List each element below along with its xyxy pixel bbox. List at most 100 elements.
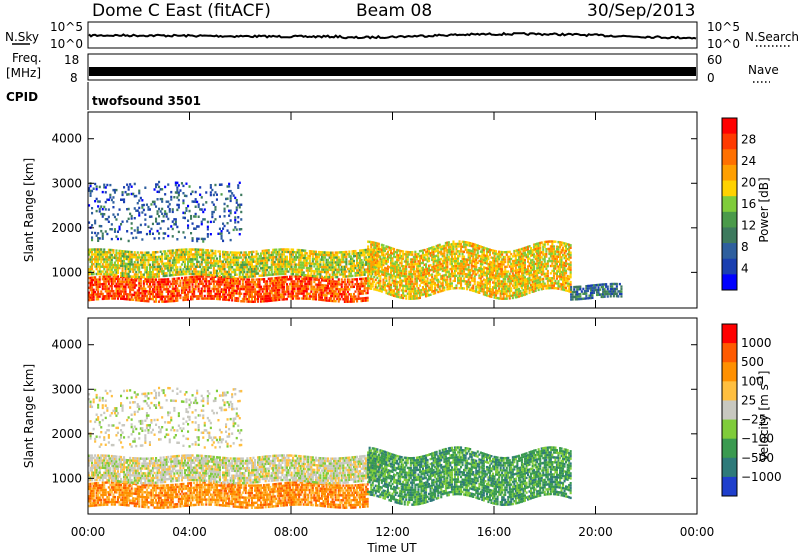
data-cell — [164, 257, 167, 260]
data-cell — [243, 297, 246, 301]
data-cell — [150, 256, 153, 259]
data-cell — [226, 293, 229, 297]
data-cell — [370, 277, 373, 281]
data-cell — [281, 286, 284, 289]
data-cell — [470, 267, 473, 270]
data-cell — [104, 253, 107, 256]
data-cell — [385, 272, 388, 275]
data-cell — [488, 248, 491, 252]
data-cell — [516, 259, 519, 262]
data-cell — [278, 272, 281, 276]
data-cell — [232, 279, 235, 283]
data-cell — [281, 248, 284, 251]
data-cell — [498, 287, 501, 290]
data-cell — [441, 282, 444, 285]
data-cell — [476, 283, 479, 286]
data-cell — [382, 268, 385, 272]
data-cell — [394, 282, 397, 286]
data-cell — [403, 267, 406, 271]
data-cell — [343, 295, 346, 298]
data-cell — [145, 251, 148, 254]
data-cell — [351, 269, 354, 273]
data-cell — [440, 253, 443, 256]
data-cell — [107, 248, 110, 252]
data-cell — [342, 258, 345, 261]
data-cell — [511, 267, 514, 270]
data-cell — [272, 284, 275, 287]
data-cell — [311, 250, 314, 253]
data-cell — [405, 250, 408, 254]
data-cell — [531, 251, 534, 254]
data-cell — [112, 292, 115, 295]
data-cell — [484, 279, 487, 282]
data-cell — [235, 277, 238, 280]
data-cell — [434, 260, 437, 263]
data-cell — [425, 263, 428, 266]
data-cell — [88, 273, 91, 276]
data-cell — [510, 287, 513, 290]
data-cell — [225, 281, 228, 284]
data-cell — [543, 272, 546, 276]
data-cell — [126, 283, 129, 286]
data-cell — [171, 282, 174, 286]
data-cell — [446, 285, 449, 288]
data-cell — [228, 265, 231, 269]
data-cell — [92, 298, 95, 301]
data-cell — [495, 294, 498, 297]
data-cell — [238, 268, 241, 271]
data-cell — [121, 295, 124, 298]
data-cell — [542, 246, 545, 249]
data-cell — [255, 267, 258, 270]
data-cell — [228, 263, 231, 266]
data-cell — [418, 274, 421, 277]
data-cell — [502, 273, 505, 276]
data-cell — [301, 254, 304, 257]
data-cell — [495, 257, 498, 260]
data-cell — [310, 262, 313, 265]
data-cell — [485, 252, 488, 255]
data-cell — [479, 284, 482, 288]
data-cell — [403, 294, 406, 297]
data-cell — [276, 279, 279, 282]
data-cell — [417, 255, 420, 258]
data-cell — [435, 249, 438, 253]
data-cell — [472, 260, 475, 263]
data-cell — [351, 297, 354, 301]
data-cell — [98, 292, 101, 296]
data-cell — [527, 267, 530, 271]
data-cell — [399, 276, 402, 279]
data-cell — [393, 284, 396, 288]
data-cell — [249, 300, 252, 303]
data-cell — [330, 263, 333, 267]
data-cell — [91, 268, 94, 271]
data-cell — [132, 253, 135, 256]
data-cell — [199, 270, 202, 274]
data-cell — [106, 253, 109, 256]
data-cell — [495, 272, 498, 275]
data-cell — [336, 271, 339, 274]
data-cell — [299, 268, 302, 272]
data-cell — [187, 258, 190, 261]
data-cell — [443, 252, 446, 255]
data-cell — [97, 260, 100, 263]
data-cell — [284, 265, 287, 268]
data-cell — [527, 245, 530, 249]
data-cell — [241, 297, 244, 301]
data-cell — [543, 284, 546, 288]
data-cell — [196, 250, 199, 254]
data-cell — [279, 267, 282, 271]
data-cell — [199, 280, 202, 283]
data-cell — [159, 298, 162, 301]
data-cell — [343, 270, 346, 273]
data-cell — [202, 285, 205, 288]
data-cell — [505, 282, 508, 286]
data-cell — [488, 265, 491, 269]
data-cell — [530, 249, 533, 252]
data-cell — [458, 274, 461, 278]
data-cell — [145, 295, 148, 298]
data-cell — [273, 248, 276, 251]
data-cell — [263, 254, 266, 257]
data-cell — [298, 258, 301, 262]
data-cell — [208, 292, 211, 295]
data-cell — [476, 254, 479, 257]
